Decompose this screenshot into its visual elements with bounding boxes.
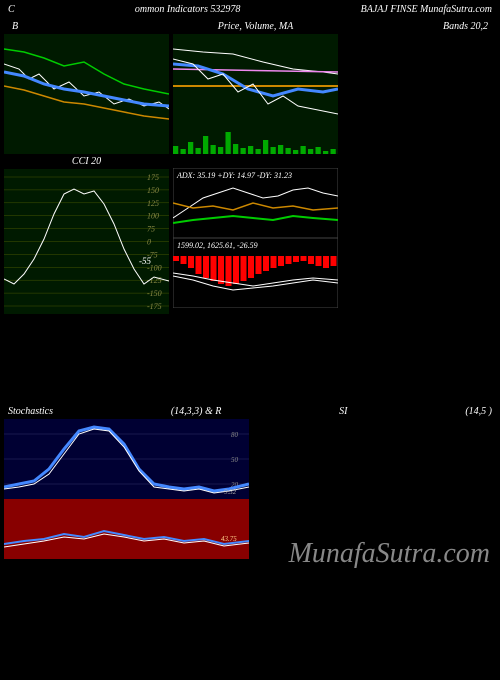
header-center: ommon Indicators 532978 xyxy=(135,4,241,15)
cci-chart: 175150125100750-75-100-125-150-175-55 xyxy=(4,169,169,314)
price-ma-panel: Price, Volume, MA xyxy=(173,19,338,154)
svg-text:125: 125 xyxy=(147,199,159,208)
rsi-lower-chart: 43.75 xyxy=(4,499,249,559)
row-2: CCI 20 175150125100750-75-100-125-150-17… xyxy=(0,154,500,314)
adx-macd-spacer xyxy=(173,154,338,168)
adx-chart: ADX: 35.19 +DY: 14.97 -DY: 31.23 xyxy=(173,168,338,238)
svg-text:-175: -175 xyxy=(147,302,162,311)
spacer xyxy=(0,314,500,404)
bollinger-title-left: B xyxy=(4,19,169,34)
stochastics-chart: 8050209.32 xyxy=(4,419,249,499)
stoch-title-right: (14,5 ) xyxy=(465,406,492,417)
bollinger-chart xyxy=(4,34,169,154)
price-ma-chart xyxy=(173,34,338,154)
cci-panel: CCI 20 175150125100750-75-100-125-150-17… xyxy=(4,154,169,314)
header-left: C xyxy=(8,4,15,15)
row-1: B Price, Volume, MA Bands 20,2 xyxy=(0,19,500,154)
adx-macd-stack: ADX: 35.19 +DY: 14.97 -DY: 31.23 1599.02… xyxy=(173,154,338,314)
bollinger-title-right: Bands 20,2 xyxy=(342,19,496,34)
svg-text:175: 175 xyxy=(147,173,159,182)
svg-text:50: 50 xyxy=(231,456,239,464)
stoch-title-mid: (14,3,3) & R xyxy=(171,406,222,417)
svg-text:1599.02, 1625.61, -26.59: 1599.02, 1625.61, -26.59 xyxy=(177,241,258,250)
svg-text:0: 0 xyxy=(147,238,151,247)
svg-text:80: 80 xyxy=(231,431,239,439)
header-right: BAJAJ FINSE MunafaSutra.com xyxy=(361,4,492,15)
page-header: C ommon Indicators 532978 BAJAJ FINSE Mu… xyxy=(0,0,500,19)
svg-text:75: 75 xyxy=(147,225,155,234)
cci-title: CCI 20 xyxy=(4,154,169,169)
watermark: MunafaSutra.com xyxy=(289,538,490,570)
svg-text:-150: -150 xyxy=(147,289,162,298)
macd-chart: 1599.02, 1625.61, -26.59 xyxy=(173,238,338,308)
bollinger-panel: B xyxy=(4,19,169,154)
svg-text:ADX: 35.19 +DY: 14.97 -DY: 31.: ADX: 35.19 +DY: 14.97 -DY: 31.23 xyxy=(176,171,292,180)
price-ma-title: Price, Volume, MA xyxy=(173,19,338,34)
stoch-title-mid2: SI xyxy=(339,406,347,417)
row-3: 8050209.32 xyxy=(0,419,500,499)
svg-text:150: 150 xyxy=(147,186,159,195)
svg-text:9.32: 9.32 xyxy=(224,488,237,496)
svg-text:100: 100 xyxy=(147,212,159,221)
stoch-title-row: Stochastics (14,3,3) & R SI (14,5 ) xyxy=(0,404,500,419)
stoch-title-left: Stochastics xyxy=(8,406,53,417)
svg-text:43.75: 43.75 xyxy=(221,535,237,543)
svg-text:-55: -55 xyxy=(139,256,151,266)
